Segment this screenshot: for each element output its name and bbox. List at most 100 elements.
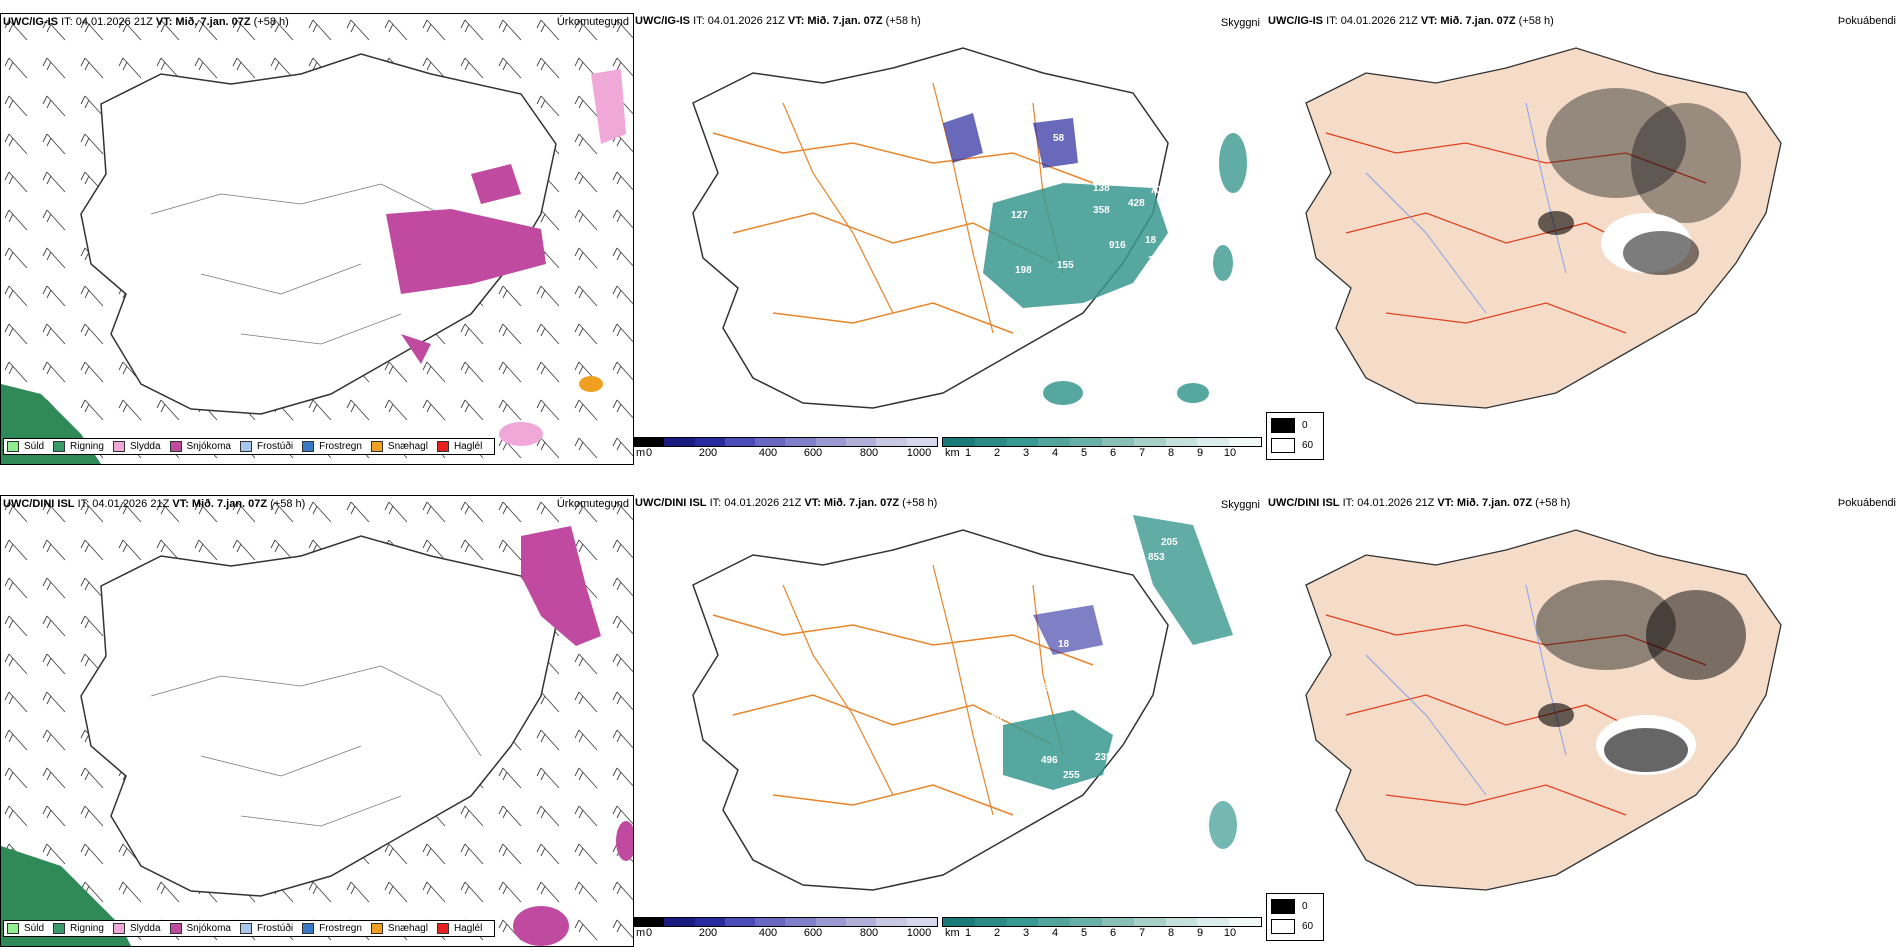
vis-label: 159: [943, 245, 960, 256]
vis-label: 83: [958, 180, 970, 191]
fog-legend-item: 0: [1271, 418, 1319, 433]
vis-tick: 2: [993, 447, 1001, 459]
vis-label: 138: [1093, 183, 1110, 194]
vis-label: 18: [1145, 235, 1157, 246]
legend-item: Haglél: [436, 923, 482, 934]
vis-colorbar: [942, 437, 1262, 447]
legend-item: Frostregn: [302, 923, 362, 934]
legend-item: Snjókoma: [169, 923, 231, 934]
vis-tick: 9: [1196, 447, 1204, 459]
height-tick: 400: [758, 447, 778, 459]
precip-type-map-top: [1, 14, 633, 464]
panel-header: UWC/IG-IS IT: 04.01.2026 21Z VT: Mið. 7.…: [1268, 15, 1554, 27]
vis-tick: 8: [1167, 447, 1175, 459]
vis-label: 241: [945, 727, 962, 738]
init-time: IT: 04.01.2026 21Z: [61, 16, 153, 28]
precip-type-panel-bottom: UWC/DINI ISL IT: 04.01.2026 21Z VT: Mið.…: [0, 495, 634, 947]
valid-label: VT:: [155, 16, 173, 28]
vis-tick: 7: [1138, 927, 1146, 939]
fog-panel-top: UWC/IG-IS IT: 04.01.2026 21Z VT: Mið. 7.…: [1266, 13, 1900, 413]
fog-legend-item: 60: [1271, 438, 1319, 453]
height-tick: 800: [859, 927, 879, 939]
fog-legend-top: 0 60: [1266, 412, 1324, 460]
visibility-panel-top: 72 58 36 83 138 358 428 127 916 159 198 …: [633, 13, 1265, 463]
panel-header: UWC/IG-IS IT: 04.01.2026 21Z VT: Mið. 7.…: [3, 16, 289, 28]
vis-label: 244: [1173, 644, 1190, 655]
vis-label: 72: [1095, 125, 1107, 136]
vis-label: 36: [1128, 135, 1140, 146]
legend-item: Snæhagl: [370, 441, 428, 452]
vis-label: 916: [1109, 240, 1126, 251]
vis-label: 198: [1015, 265, 1032, 276]
vis-tick: 6: [1109, 447, 1117, 459]
precip-legend: Súld Rigning Slydda Snjókoma Frostúði Fr…: [3, 920, 496, 937]
vis-label: 70: [1150, 185, 1162, 196]
model-name: UWC/DINI ISL: [3, 498, 75, 510]
valid-time: Mið. 7.jan. 07Z: [1456, 497, 1533, 509]
vis-label: 358: [1093, 205, 1110, 216]
vis-tick: 2: [993, 927, 1001, 939]
vis-tick: 10: [1223, 447, 1237, 459]
vis-label: 428: [1128, 198, 1145, 209]
panel-header: UWC/IG-IS IT: 04.01.2026 21Z VT: Mið. 7.…: [635, 15, 921, 27]
vis-tick: 3: [1022, 447, 1030, 459]
vis-scale-bottom: km 1 2 3 4 5 6 7 8 9 10: [942, 917, 1262, 940]
vis-unit: km: [945, 927, 960, 939]
precip-legend: Súld Rigning Slydda Snjókoma Frostúði Fr…: [3, 438, 496, 455]
legend-item: Haglél: [436, 441, 482, 452]
vis-tick: 4: [1051, 447, 1059, 459]
valid-time: Mið. 7.jan. 07Z: [823, 497, 900, 509]
lead-time: (+58 h): [270, 498, 306, 510]
init-time: IT: 04.01.2026 21Z: [1326, 15, 1418, 27]
valid-time: Mið. 7.jan. 07Z: [175, 16, 251, 28]
height-tick: 400: [758, 927, 778, 939]
height-colorbar: [633, 437, 938, 447]
fog-map-bottom: [1305, 529, 1782, 891]
height-unit: m: [636, 927, 646, 939]
vis-tick: 7: [1138, 447, 1146, 459]
fog-panel-bottom: UWC/DINI ISL IT: 04.01.2026 21Z VT: Mið.…: [1266, 495, 1900, 893]
height-tick: 600: [803, 927, 823, 939]
model-name: UWC/IG-IS: [635, 15, 690, 27]
height-tick: 200: [698, 447, 718, 459]
height-unit: m: [636, 447, 646, 459]
legend-item: Slydda: [112, 441, 161, 452]
precip-type-panel-top: UWC/IG-IS IT: 04.01.2026 21Z VT: Mið. 7.…: [0, 13, 634, 465]
model-name: UWC/IG-IS: [3, 16, 58, 28]
panel-title: Úrkomutegund: [556, 16, 629, 28]
model-name: UWC/IG-IS: [1268, 15, 1323, 27]
height-tick: 200: [698, 927, 718, 939]
lead-time: (+58 h): [253, 16, 289, 28]
legend-item: Súld: [7, 441, 44, 452]
panel-header: UWC/DINI ISL IT: 04.01.2026 21Z VT: Mið.…: [3, 498, 305, 510]
vis-label: 23: [993, 659, 1005, 670]
height-colorbar: [633, 917, 938, 927]
valid-label: VT:: [1437, 497, 1454, 509]
height-tick: 1000: [906, 447, 932, 459]
legend-item: Rigning: [53, 441, 104, 452]
vis-tick: 5: [1080, 927, 1088, 939]
panel-header: UWC/DINI ISL IT: 04.01.2026 21Z VT: Mið.…: [635, 497, 937, 509]
legend-item: Rigning: [53, 923, 104, 934]
height-scale-top: m 0 200 400 600 800 1000: [633, 437, 938, 460]
lead-time: (+58 h): [885, 15, 921, 27]
vis-label: 86: [991, 712, 1003, 723]
panel-header: UWC/DINI ISL IT: 04.01.2026 21Z VT: Mið.…: [1268, 497, 1570, 509]
vis-label: 127: [1011, 210, 1028, 221]
valid-time: Mið. 7.jan. 07Z: [1440, 15, 1516, 27]
panel-title: Skyggni: [1220, 499, 1260, 511]
vis-scale-top: km 1 2 3 4 5 6 7 8 9 10: [942, 437, 1262, 460]
legend-item: Snæhagl: [370, 923, 428, 934]
vis-tick: 4: [1051, 927, 1059, 939]
vis-label: 155: [1057, 260, 1074, 271]
lead-time: (+58 h): [1535, 497, 1571, 509]
panel-title: Þokuábendi: [1837, 497, 1896, 509]
panel-title: Skyggni: [1220, 17, 1260, 29]
height-tick: 600: [803, 447, 823, 459]
legend-item: Slydda: [112, 923, 161, 934]
vis-tick: 3: [1022, 927, 1030, 939]
init-time: IT: 04.01.2026 21Z: [693, 15, 785, 27]
vis-tick: 9: [1196, 927, 1204, 939]
vis-tick: 8: [1167, 927, 1175, 939]
valid-time: Mið. 7.jan. 07Z: [807, 15, 883, 27]
